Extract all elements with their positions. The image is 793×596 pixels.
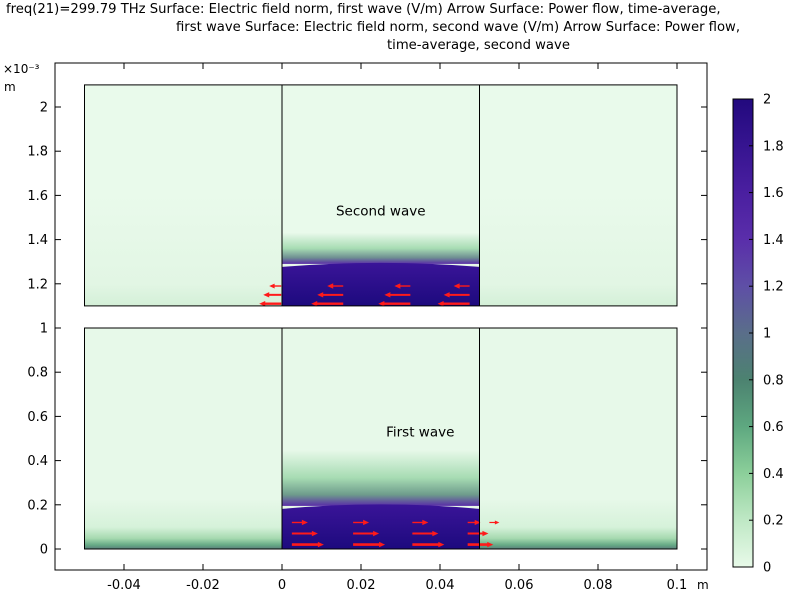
- colorbar-tick-label: 2: [763, 93, 771, 108]
- colorbar: 0 0.2 0.4 0.6 0.8 1 1.2 1.4 1.6 1.8 2: [732, 93, 784, 576]
- power-flow-arrow: [412, 541, 445, 548]
- power-flow-arrow: [412, 519, 429, 526]
- x-tick-label: 0.04: [426, 578, 455, 593]
- high-field-region: [282, 262, 480, 306]
- y-tick-label: 1.6: [27, 189, 48, 204]
- power-flow-arrow: [291, 541, 324, 548]
- power-flow-arrow: [353, 519, 370, 526]
- x-axis-unit: m: [697, 578, 709, 592]
- power-flow-arrow: [269, 283, 282, 289]
- y-tick-label: 0.6: [27, 410, 48, 425]
- x-tick-label: -0.02: [186, 578, 220, 593]
- colorbar-tick-label: 1.6: [763, 186, 784, 201]
- panel-label: Second wave: [336, 203, 426, 219]
- y-tick-label: 1.4: [27, 233, 48, 248]
- y-tick-label: 1: [40, 322, 48, 337]
- right-field-region: [479, 195, 677, 306]
- colorbar-tick-label: 0.6: [763, 420, 784, 435]
- x-tick-label: 0.02: [347, 578, 376, 593]
- x-tick-label: -0.04: [107, 578, 141, 593]
- power-flow-arrow: [412, 530, 439, 537]
- power-flow-arrow: [327, 283, 344, 289]
- y-axis-unit: m: [4, 80, 16, 94]
- power-flow-arrow: [259, 300, 282, 307]
- transition-region: [282, 449, 480, 506]
- panel-outline: [84, 327, 678, 550]
- power-flow-arrow: [291, 530, 318, 537]
- x-tick-label: 0: [278, 578, 286, 593]
- y-tick-label: 0.4: [27, 454, 48, 469]
- second-wave-panel: Second wave: [84, 84, 678, 307]
- right-field-region: [479, 500, 677, 549]
- title-line-2: first wave Surface: Electric field norm,…: [176, 20, 741, 35]
- y-tick-label: 1.8: [27, 145, 48, 160]
- title-line-3: time-average, second wave: [387, 38, 570, 53]
- colorbar-tick-label: 0: [763, 561, 771, 576]
- colorbar-tick-label: 1.8: [763, 139, 784, 154]
- power-flow-arrow: [263, 292, 282, 298]
- y-tick-label: 1.2: [27, 277, 48, 292]
- panels: First wave Second wave: [84, 84, 678, 550]
- colorbar-tick-label: 0.8: [763, 373, 784, 388]
- y-tick-label: 0.2: [27, 498, 48, 513]
- colorbar-tick-label: 1.2: [763, 280, 784, 295]
- colorbar-tick-label: 0.4: [763, 467, 784, 482]
- power-flow-arrow: [437, 300, 470, 307]
- left-field-region: [84, 195, 282, 306]
- x-tick-label: 0.08: [584, 578, 613, 593]
- power-flow-arrow: [467, 530, 489, 537]
- title-line-1: freq(21)=299.79 THz Surface: Electric fi…: [6, 2, 721, 17]
- transition-region: [282, 232, 480, 264]
- power-flow-arrow: [317, 292, 344, 298]
- panel-outline: [84, 84, 678, 307]
- power-flow-arrow: [443, 292, 470, 298]
- x-tick-label: 0.06: [505, 578, 534, 593]
- power-flow-arrow: [467, 519, 481, 526]
- y-tick-label: 2: [40, 101, 48, 116]
- power-flow-arrow: [489, 520, 500, 525]
- y-axis-multiplier: ×10⁻³: [3, 62, 40, 76]
- left-field-region: [84, 500, 282, 549]
- colorbar-tick-label: 1: [763, 327, 771, 342]
- power-flow-arrow: [353, 541, 386, 548]
- colorbar-tick-label: 0.2: [763, 514, 784, 529]
- axes: -0.04 -0.02 0 0.02 0.04 0.06 0.08 0.1 m 0 0.2 0.4 0.…: [3, 62, 709, 593]
- power-flow-arrow: [453, 283, 470, 289]
- power-flow-arrow: [378, 300, 411, 307]
- y-tick-label: 0.8: [27, 366, 48, 381]
- power-flow-arrow: [467, 541, 494, 548]
- power-flow-arrow: [291, 519, 308, 526]
- y-tick-label: 0: [40, 543, 48, 558]
- x-tick-label: 0.1: [667, 578, 688, 593]
- axes-frame: [54, 62, 708, 571]
- first-wave-panel: First wave: [84, 327, 678, 550]
- power-flow-arrow: [394, 283, 411, 289]
- power-flow-arrow: [311, 300, 344, 307]
- power-flow-arrow: [353, 530, 380, 537]
- high-field-region: [282, 504, 480, 549]
- colorbar-tick-label: 1.4: [763, 233, 784, 248]
- power-flow-arrow: [384, 292, 411, 298]
- panel-label: First wave: [386, 424, 454, 440]
